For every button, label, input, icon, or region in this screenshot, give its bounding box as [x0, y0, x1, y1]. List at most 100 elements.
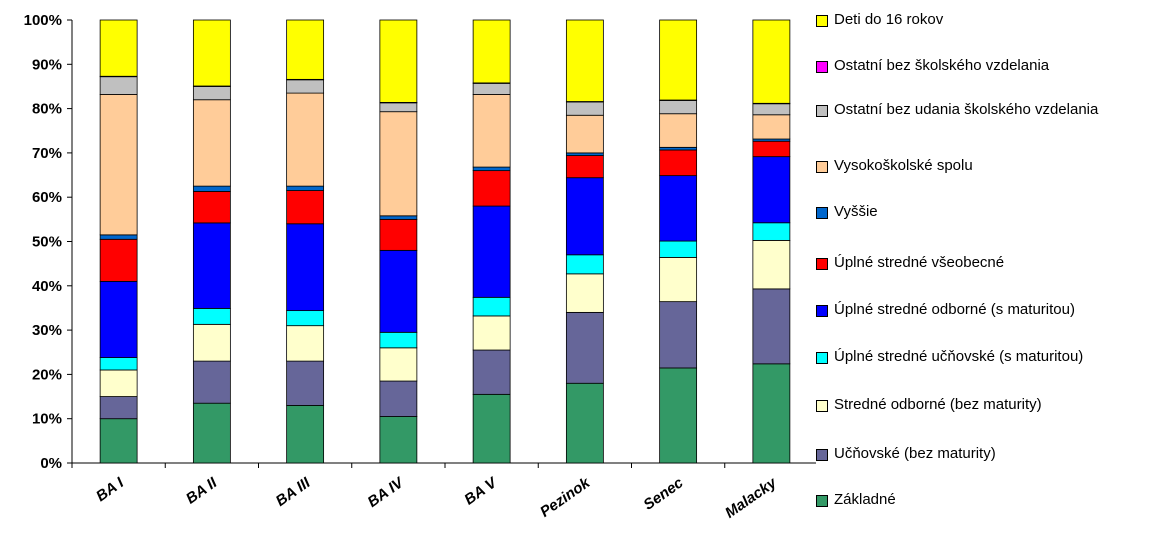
legend-swatch [816, 495, 828, 507]
bar-segment [565, 254, 604, 275]
legend-label: Učňovské (bez maturity) [834, 445, 996, 462]
chart-axes [67, 19, 816, 468]
bar-segment [752, 363, 791, 464]
legend-label: Úplné stredné všeobecné [834, 254, 1005, 271]
bar-segment [472, 170, 511, 207]
bar-segment [659, 113, 698, 148]
bar-segment [99, 234, 138, 240]
bar-segment [659, 240, 698, 258]
bar-segment [659, 175, 698, 242]
bar-segment [192, 19, 231, 87]
bar-segment [99, 357, 138, 371]
bar-segment [379, 347, 418, 382]
bar-segment [752, 288, 791, 365]
x-category-label: Pezinok [537, 474, 594, 521]
y-tick-label: 0% [40, 455, 62, 472]
bar-segment [472, 94, 511, 168]
bar-segment [192, 99, 231, 187]
bar-segment [379, 102, 418, 113]
legend-swatch [816, 305, 828, 317]
legend-item: Úplné stredné všeobecné [816, 252, 1152, 274]
bar-segment [99, 396, 138, 420]
bar-segment [565, 101, 604, 116]
bar-segment [286, 79, 325, 94]
bar-segment [99, 76, 138, 95]
bar-segment [99, 238, 138, 282]
legend-label: Základné [834, 491, 896, 508]
bar-segment [379, 19, 418, 103]
legend-label: Ostatní bez udania školského vzdelania [834, 101, 1099, 118]
legend-item: Stredné odborné (bez maturity) [816, 394, 1152, 416]
x-category-label: BA II [183, 474, 221, 508]
bar-segment [286, 190, 325, 225]
y-tick-labels: 0% 10% 20% 30% 40% 50% 60% 70% 80% 90% 100% [24, 12, 62, 472]
bar-segment [659, 100, 698, 115]
bar-segment [286, 185, 325, 191]
legend-label: Vyššie [834, 203, 878, 220]
bar-segment [472, 393, 511, 464]
bar-segment [99, 94, 138, 236]
x-category-label: BA III [273, 474, 314, 510]
bar-segment [472, 205, 511, 298]
legend-swatch [816, 449, 828, 461]
legend-swatch [816, 15, 828, 27]
bar-segment [752, 222, 791, 241]
bar-segment [659, 149, 698, 177]
bar-segment [286, 405, 325, 464]
bar-segment [565, 177, 604, 256]
legend-item: Učňovské (bez maturity) [816, 443, 1152, 465]
bar-segment [565, 382, 604, 464]
legend-label: Ostatní bez školského vzdelania [834, 57, 1050, 74]
y-tick-label: 90% [32, 56, 62, 73]
bar-segment [379, 218, 418, 251]
bar-segment [472, 296, 511, 317]
legend-item: Ostatní bez udania školského vzdelania [816, 99, 1152, 121]
bar-segment [472, 315, 511, 351]
legend-item: Úplné stredné učňovské (s maturitou) [816, 346, 1152, 368]
x-category-label: BA IV [365, 473, 409, 511]
bar-segment [286, 19, 325, 80]
bar-segment [379, 331, 418, 349]
stacked-bar-chart: 0%10%20%30%40%50%60%70%80%90%100% BA I BA… [24, 12, 816, 522]
bar-segment [659, 257, 698, 303]
x-category-label: BA V [461, 473, 501, 508]
bar-segment [472, 82, 511, 95]
bar-segment [472, 19, 511, 84]
bar-segment [752, 114, 791, 140]
legend-label: Úplné stredné odborné (s maturitou) [834, 301, 1075, 318]
y-tick-label: 80% [32, 101, 62, 118]
bar-segment [659, 301, 698, 369]
y-tick-label: 10% [32, 411, 62, 428]
bar-segment [286, 360, 325, 406]
legend-item: Deti do 16 rokov [816, 9, 1152, 31]
bar-segment [565, 19, 604, 102]
x-category-labels: BA I BA II BA III BA IV BA V Pezinok Senec Mala… [93, 473, 780, 522]
chart-bars [99, 19, 791, 464]
bar-segment [99, 280, 138, 358]
bar-segment [379, 111, 418, 217]
bar-segment [286, 325, 325, 362]
legend-label: Deti do 16 rokov [834, 11, 944, 28]
bar-segment [565, 273, 604, 313]
bar-segment [379, 380, 418, 417]
bar-segment [99, 418, 138, 464]
bar-segment [752, 140, 791, 158]
legend-swatch [816, 352, 828, 364]
legend-item: Úplné stredné odborné (s maturitou) [816, 299, 1152, 321]
bar-segment [99, 369, 138, 397]
bar-segment [752, 156, 791, 224]
x-category-label: Senec [640, 474, 686, 514]
legend-label: Úplné stredné učňovské (s maturitou) [834, 348, 1084, 365]
bar-segment [379, 416, 418, 464]
bar-segment [192, 402, 231, 464]
bar-segment [752, 239, 791, 290]
bar-segment [192, 222, 231, 309]
y-tick-label: 30% [32, 322, 62, 339]
bar-segment [565, 114, 604, 154]
legend-swatch [816, 400, 828, 412]
bar-segment [192, 360, 231, 404]
legend-swatch [816, 161, 828, 173]
bar-segment [472, 166, 511, 172]
bar-segment [99, 19, 138, 77]
legend-swatch [816, 207, 828, 219]
